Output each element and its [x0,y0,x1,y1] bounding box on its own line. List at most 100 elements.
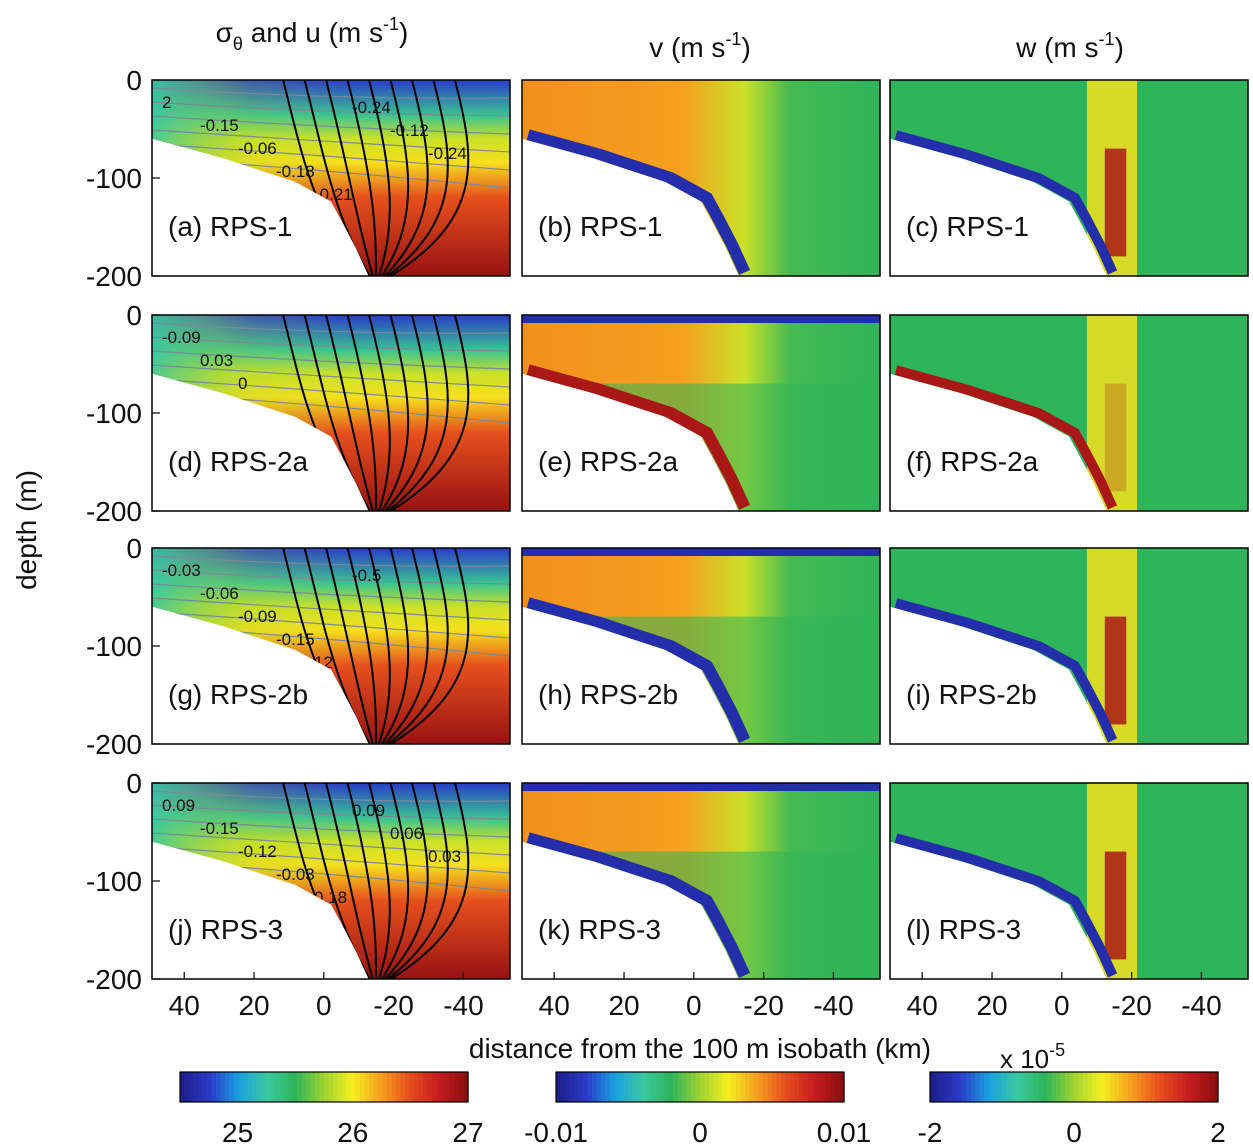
colorbar-cell [966,1072,972,1102]
panel-frame-l [889,782,1249,980]
seafloor-j [152,841,369,979]
colorbar-cell [180,1072,186,1102]
colorbar-cell [776,1072,782,1102]
colorbar-cell [1060,1072,1066,1102]
colorbar-cell [319,1072,325,1102]
colorbar-cell [578,1072,584,1102]
contour-label: -0.24 [352,98,391,117]
colorbar-cell [993,1072,999,1102]
contour-label: -0.15 [200,116,239,135]
panel-label-j: (j) RPS-3 [168,914,283,945]
x-tick-label: 20 [608,990,639,1021]
colorbar-cell [1042,1072,1048,1102]
colorbar-cell [668,1072,674,1102]
colorbar-cell [346,1072,352,1102]
panel-frame-b [521,79,881,277]
colorbar-cell [283,1072,289,1102]
colorbar-cell [216,1072,222,1102]
panel-l: (l) RPS-3 40 20 0 -20 -40 [889,782,1249,1021]
colorbar-cell [310,1072,316,1102]
colorbar-cell [409,1072,415,1102]
colorbar-cell [763,1072,769,1102]
colorbar-cell [270,1072,276,1102]
colorbar-cell [405,1072,411,1102]
colorbar-cell [997,1072,1003,1102]
colorbar-cell [297,1072,303,1102]
seafloor-h [522,606,739,744]
colorbar-cell [396,1072,402,1102]
panel-label-d: (d) RPS-2a [168,446,308,477]
colorbar-cell [1137,1072,1143,1102]
colorbar-cell [619,1072,625,1102]
panel-i: (i) RPS-2b [889,547,1249,745]
colorbar-cell [758,1072,764,1102]
contour-label: -0.12 [238,842,277,861]
colorbar-cell [943,1072,949,1102]
x-tick-label: 40 [169,990,200,1021]
colorbar-tick-label: 0 [692,1117,708,1145]
colorbar-cell [234,1072,240,1102]
colorbar-cell [1074,1072,1080,1102]
colorbar-tick-label: 26 [337,1117,368,1145]
seafloor-a [152,138,369,276]
panel-h: (h) RPS-2b [521,547,881,745]
colorbar-cell [655,1072,661,1102]
colorbar-cell [265,1072,271,1102]
colorbar-cell [605,1072,611,1102]
colorbar-cell [418,1072,424,1102]
panel-label-a: (a) RPS-1 [168,211,292,242]
colorbar-cell [817,1072,823,1102]
velocity-contour [368,782,391,980]
colorbar-cell [560,1072,566,1102]
colorbar-cell [970,1072,976,1102]
x-tick-label: 20 [976,990,1007,1021]
colorbar-cell [315,1072,321,1102]
panel-j: 0.09-0.15-0.12-0.030.180.090.060.030.09(… [86,768,511,1021]
contour-label: -0.15 [200,819,239,838]
seafloor-g [152,606,369,744]
colorbar-cell [713,1072,719,1102]
colorbar-cell [948,1072,954,1102]
velocity-contour [384,79,429,277]
colorbar-cell [975,1072,981,1102]
colorbar-cell [1191,1072,1197,1102]
colorbar-cell [952,1072,958,1102]
density-contour [151,818,511,838]
colorbar-cell [238,1072,244,1102]
colorbar-cell [632,1072,638,1102]
colorbar-cell [740,1072,746,1102]
velocity-contour [390,782,470,980]
colorbar-cell [596,1072,602,1102]
colorbar-cell [301,1072,307,1102]
colorbar-cell [808,1072,814,1102]
y-tick-label: 0 [126,300,142,331]
colorbar-multiplier: x 10-5 [1000,1040,1065,1074]
colorbar-cell [256,1072,262,1102]
seafloor-d [152,373,369,511]
colorbar-cell [682,1072,688,1102]
colorbar-cell [445,1072,451,1102]
x-tick-label: 40 [907,990,938,1021]
colorbar-cell [623,1072,629,1102]
colorbar-cell [686,1072,692,1102]
panel-label-k: (k) RPS-3 [538,914,661,945]
contour-label: -0.09 [238,607,277,626]
colorbar-cell [1065,1072,1071,1102]
colorbar-cell [695,1072,701,1102]
colorbar-cell [1006,1072,1012,1102]
colorbar-cell [1141,1072,1147,1102]
colorbar-cell [772,1072,778,1102]
colorbar-cell [1159,1072,1165,1102]
colorbar-cell [749,1072,755,1102]
contour-label: -0.12 [390,121,429,140]
panel-a: 2-0.15-0.06-0.18-0.21-0.24-0.12-0.240.18… [86,65,511,292]
contour-label: -0.03 [276,865,315,884]
colorbar-cell [274,1072,280,1102]
seafloor-l [890,841,1107,979]
colorbar-cell [1087,1072,1093,1102]
colorbar-tick-label: -2 [918,1117,943,1145]
colorbar-2: -0.01 0 0.01 [524,1071,871,1145]
panel-f: (f) RPS-2a [889,314,1249,512]
velocity-contour [346,782,377,980]
